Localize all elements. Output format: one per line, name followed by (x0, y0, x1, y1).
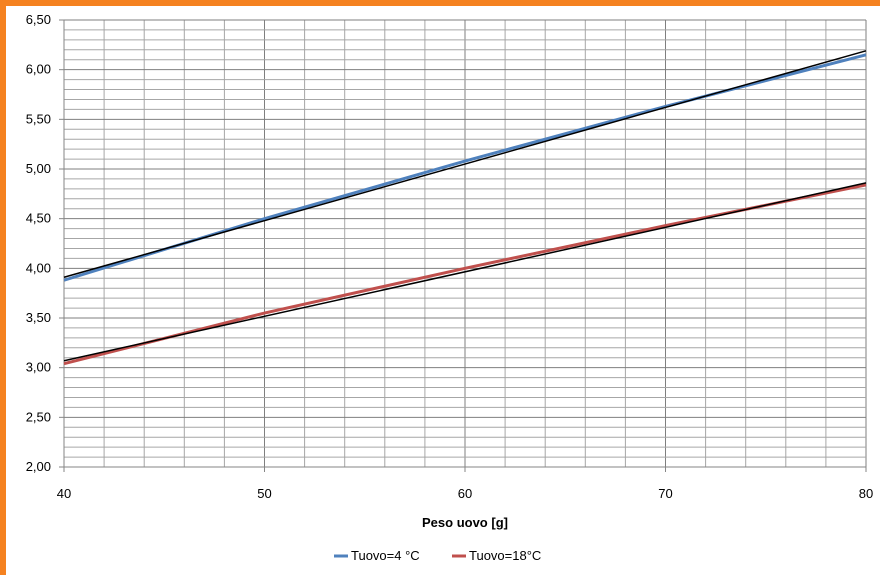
y-tick-label: 4,00 (26, 260, 51, 275)
x-tick-label: 40 (57, 486, 71, 501)
y-tick-label: 4,50 (26, 211, 51, 226)
y-tick-label: 5,50 (26, 111, 51, 126)
legend: Tuovo=4 °C Tuovo=18°C (334, 548, 541, 563)
x-tick-label: 60 (458, 486, 472, 501)
y-tick-label: 6,50 (26, 12, 51, 27)
grid (63, 19, 867, 468)
y-tick-label: 2,00 (26, 459, 51, 474)
x-tick-label: 70 (658, 486, 672, 501)
x-tick-label: 80 (859, 486, 873, 501)
legend-label: Tuovo=4 °C (351, 548, 420, 563)
trendline (63, 50, 867, 278)
y-tick-label: 5,00 (26, 161, 51, 176)
tick-labels: 40 50 60 70 80 2,00 2,50 3,00 3,50 4,00 4,50 5,00 5,… (26, 12, 874, 501)
y-tick-label: 3,50 (26, 310, 51, 325)
x-tick-label: 50 (257, 486, 271, 501)
y-tick-label: 6,00 (26, 62, 51, 77)
y-tick-label: 3,00 (26, 360, 51, 375)
legend-label: Tuovo=18°C (469, 548, 541, 563)
x-axis-label: Peso uovo [g] (422, 515, 508, 530)
trendline (63, 182, 867, 362)
axes (59, 19, 867, 472)
series-lines (63, 50, 867, 366)
y-tick-label: 2,50 (26, 409, 51, 424)
